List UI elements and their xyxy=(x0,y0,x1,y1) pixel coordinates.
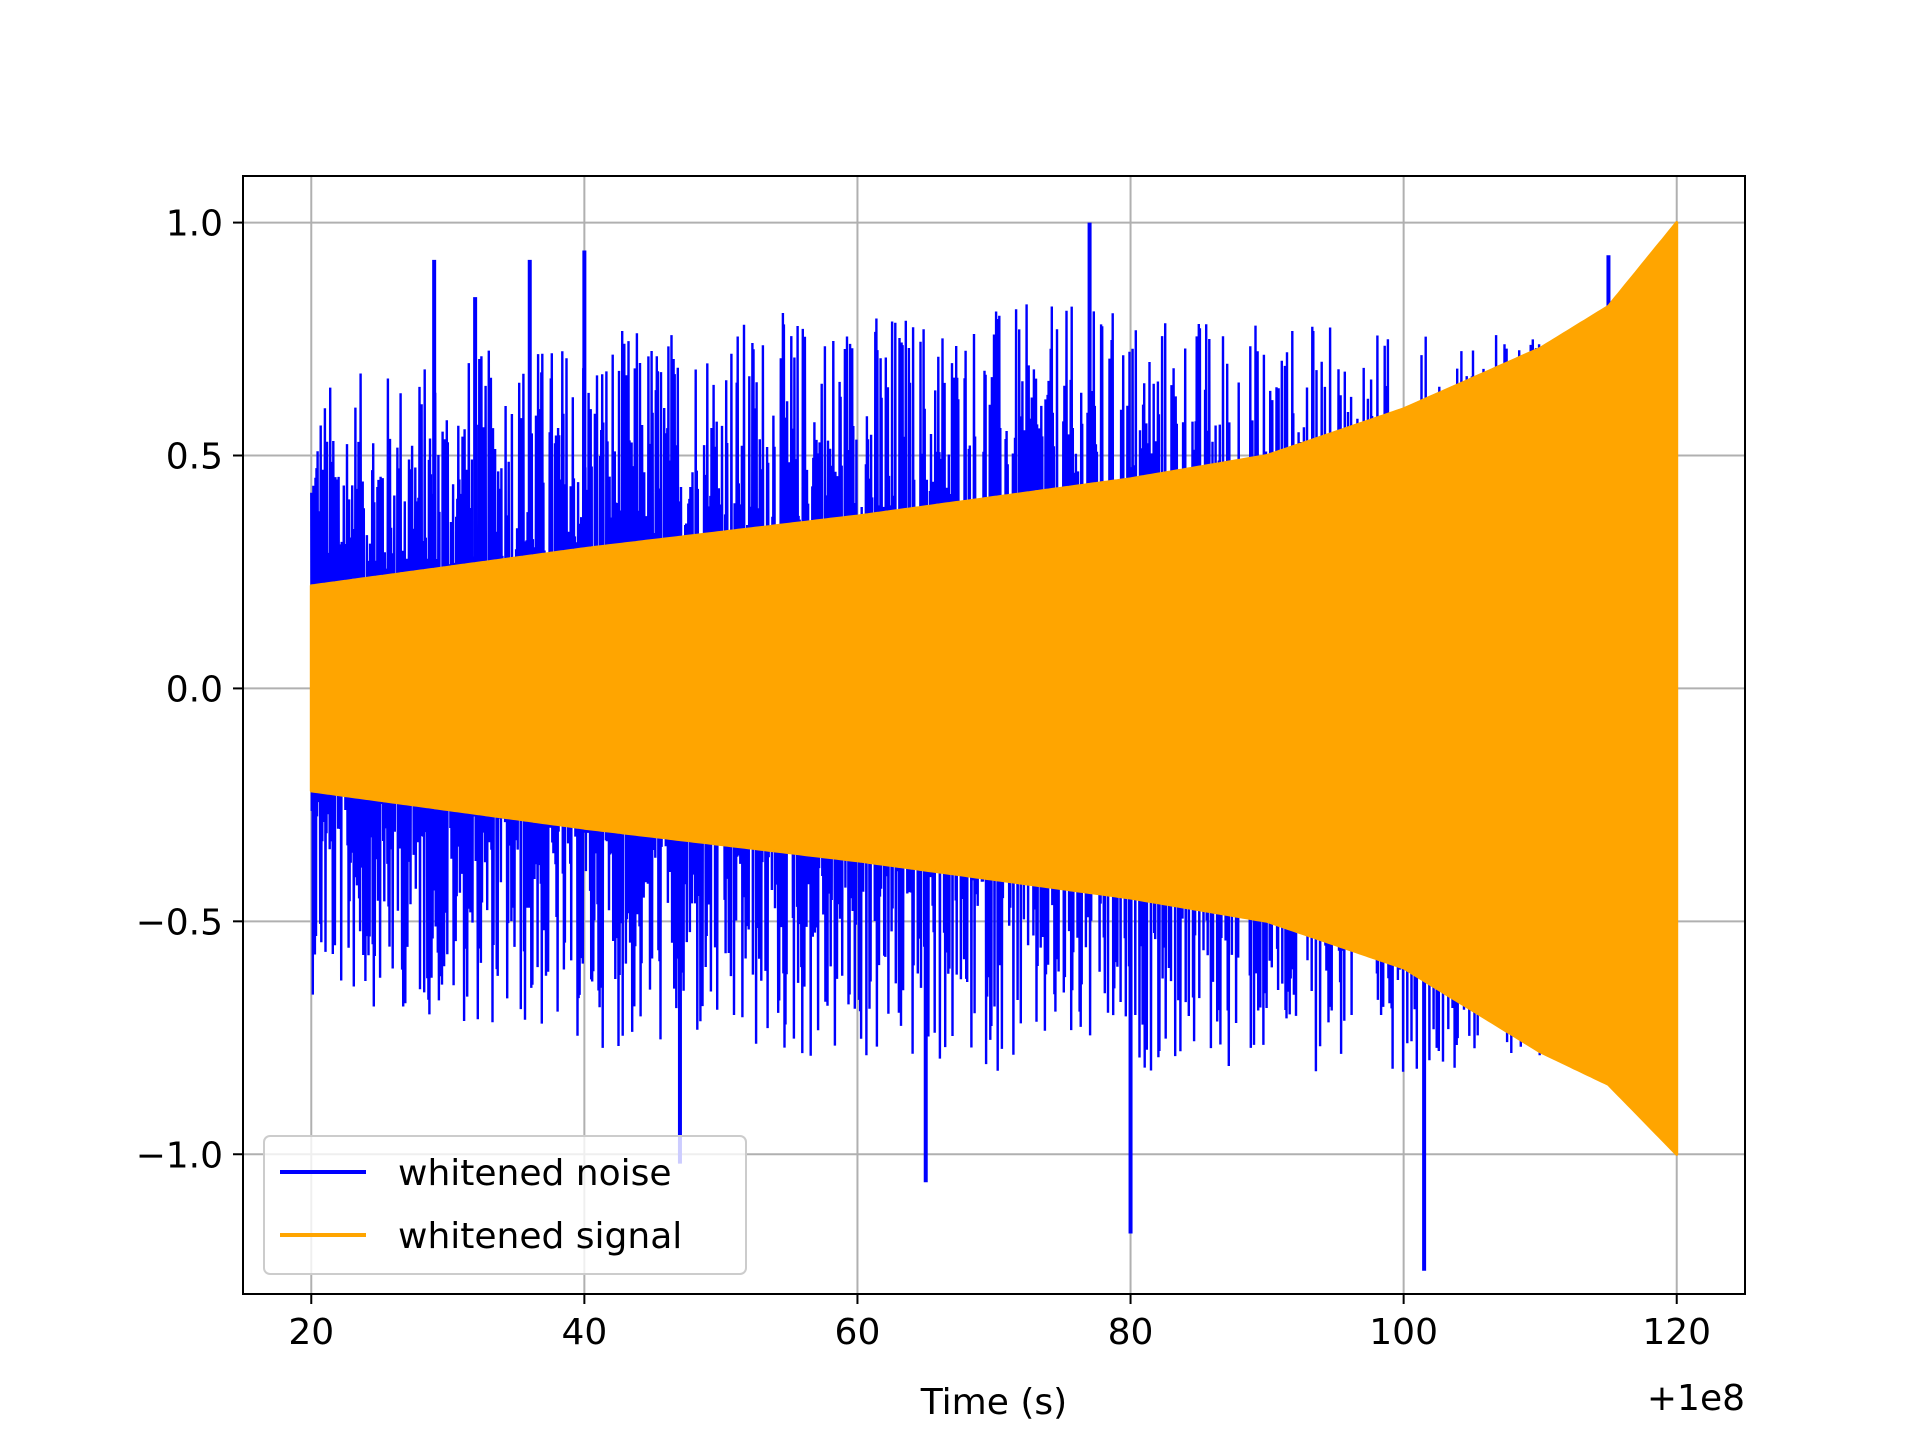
legend: whitened noise whitened signal xyxy=(263,1135,747,1275)
plot-area xyxy=(309,221,1679,1271)
x-axis-offset-label: +1e8 xyxy=(1647,1378,1745,1419)
x-tick-label: 80 xyxy=(1108,1312,1154,1353)
y-tick-label: −0.5 xyxy=(136,902,223,943)
series-layer xyxy=(309,221,1679,1271)
legend-label-noise: whitened noise xyxy=(398,1153,672,1194)
x-tick-label: 20 xyxy=(288,1312,334,1353)
axis-ticks: 20 40 60 80 100 120 −1.0 −0.5 0.0 0.5 1.0 xyxy=(136,204,1712,1353)
x-axis-label: Time (s) xyxy=(920,1382,1067,1423)
y-tick-label: 1.0 xyxy=(166,204,223,245)
legend-label-signal: whitened signal xyxy=(398,1216,682,1257)
x-tick-label: 60 xyxy=(835,1312,881,1353)
y-tick-label: 0.0 xyxy=(166,669,223,710)
x-tick-label: 100 xyxy=(1369,1312,1438,1353)
legend-box xyxy=(263,1135,747,1275)
y-tick-label: −1.0 xyxy=(136,1135,223,1176)
axes-frame xyxy=(242,175,1746,1295)
y-tick-label: 0.5 xyxy=(166,437,223,478)
series-line-whitened-signal xyxy=(309,221,1679,1156)
x-tick-label: 120 xyxy=(1642,1312,1711,1353)
x-tick-label: 40 xyxy=(561,1312,607,1353)
